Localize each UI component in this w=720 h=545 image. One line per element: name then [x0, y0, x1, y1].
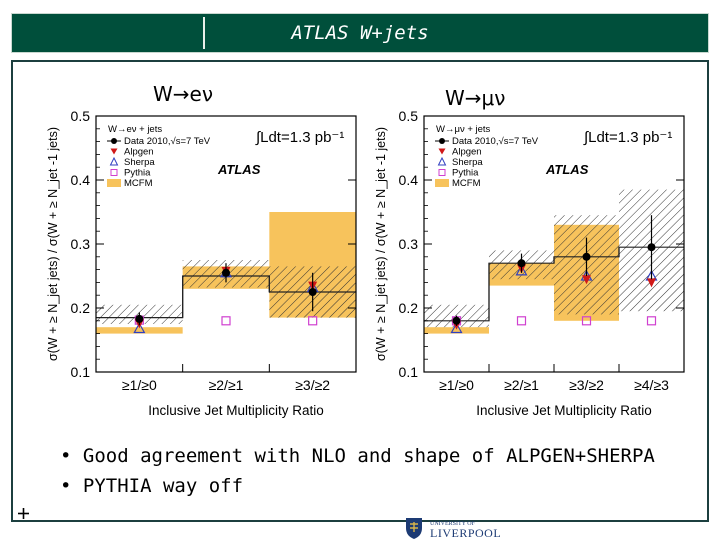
sherpa-marker	[450, 322, 463, 334]
corner-cross-icon	[18, 508, 29, 519]
pythia-marker	[308, 316, 318, 326]
legend-label: Sherpa	[452, 157, 483, 168]
y-tick-label: 0.1	[399, 364, 419, 380]
legend-sherpa-swatch	[109, 156, 119, 166]
data-marker	[308, 288, 317, 296]
luminosity-label: ∫Ldt=1.3 pb⁻¹	[583, 129, 672, 146]
data-marker	[222, 268, 230, 277]
bullet-item: • Good agreement with NLO and shape of A…	[60, 445, 655, 467]
y-tick-label: 0.1	[71, 364, 91, 380]
chart-electron: 0.1 0.2 0.3 0.4 0.5 ≥1/≥0 ≥2/≥1 ≥3/≥2 Inclusive …	[46, 108, 357, 418]
y-axis-label: σ(W + ≥ N_jet jets) / σ(W + ≥ N_jet -1 j…	[46, 127, 60, 361]
chart-title-muon: W→μν	[445, 86, 506, 110]
bullet-list: • Good agreement with NLO and shape of A…	[60, 441, 655, 501]
mcfm-band	[96, 327, 183, 334]
x-tick-label: ≥3/≥2	[569, 377, 604, 393]
mcfm-band	[424, 327, 489, 334]
logo-name: LIVERPOOL	[430, 526, 501, 540]
bullet-item: • PYTHIA way off	[60, 475, 244, 497]
x-tick-label: ≥3/≥2	[295, 377, 330, 393]
data-marker	[517, 259, 526, 268]
legend-label: Alpgen	[124, 147, 154, 158]
alpgen-marker	[582, 275, 591, 285]
data-marker	[135, 314, 144, 323]
legend-pythia-swatch	[110, 169, 118, 176]
data-marker	[647, 243, 656, 252]
chart-title-electron: W→eν	[153, 82, 214, 106]
legend-label: Pythia	[124, 168, 151, 179]
data-marker	[452, 316, 461, 325]
slide-title-bar: ATLAS W+jets	[11, 13, 709, 53]
x-axis-label: Inclusive Jet Multiplicity Ratio	[476, 403, 652, 418]
legend-label: Data 2010,√s=7 TeV	[452, 136, 539, 147]
y-tick-label: 0.2	[71, 300, 91, 316]
sherpa-marker	[515, 264, 528, 276]
data-marker	[582, 252, 591, 261]
alpgen-marker	[647, 278, 656, 288]
title-divider	[203, 17, 205, 49]
chart-muon: 0.1 0.2 0.3 0.4 0.5 ≥1/≥0 ≥2/≥1 ≥3/≥2 ≥4/≥3 Inclu…	[374, 108, 685, 418]
legend-mcfm-swatch	[107, 179, 121, 187]
legend-header: W→μν + jets	[436, 124, 491, 135]
pythia-marker	[581, 316, 592, 326]
experiment-label: ATLAS	[217, 162, 261, 177]
x-tick-label: ≥2/≥1	[209, 377, 244, 393]
legend-label: MCFM	[452, 178, 481, 189]
legend-label: Alpgen	[452, 147, 482, 158]
logo-text: UNIVERSITY OF	[430, 521, 476, 527]
y-tick-label: 0.4	[399, 172, 419, 188]
legend-label: Data 2010,√s=7 TeV	[124, 136, 211, 147]
experiment-label: ATLAS	[545, 162, 589, 177]
legend-alpgen-swatch	[438, 148, 446, 155]
x-tick-label: ≥1/≥0	[122, 377, 157, 393]
sherpa-marker	[133, 322, 146, 334]
pythia-marker	[516, 316, 527, 326]
luminosity-label: ∫Ldt=1.3 pb⁻¹	[255, 129, 344, 146]
x-tick-label: ≥4/≥3	[634, 377, 669, 393]
y-tick-label: 0.2	[399, 300, 419, 316]
pythia-marker	[646, 316, 657, 326]
legend-sherpa-swatch	[437, 156, 447, 166]
university-logo: UNIVERSITY OF LIVERPOOL	[404, 516, 524, 540]
legend-label: Sherpa	[124, 157, 155, 168]
legend-label: Pythia	[452, 168, 479, 179]
legend-header: W→eν + jets	[108, 124, 162, 135]
legend-label: MCFM	[124, 178, 153, 189]
legend-pythia-swatch	[438, 169, 446, 176]
y-axis-label: σ(W + ≥ N_jet jets) / σ(W + ≥ N_jet -1 j…	[374, 127, 388, 361]
shield-icon: UNIVERSITY OF LIVERPOOL	[406, 518, 501, 540]
x-axis-label: Inclusive Jet Multiplicity Ratio	[148, 403, 324, 418]
y-tick-label: 0.3	[399, 236, 419, 252]
legend-alpgen-swatch	[110, 148, 118, 155]
x-tick-label: ≥1/≥0	[439, 377, 474, 393]
y-tick-label: 0.3	[71, 236, 91, 252]
y-tick-label: 0.5	[399, 108, 419, 124]
legend-mcfm-swatch	[435, 179, 449, 187]
pythia-marker	[221, 316, 231, 326]
y-tick-label: 0.4	[71, 172, 91, 188]
content-frame	[11, 60, 709, 522]
x-tick-label: ≥2/≥1	[504, 377, 539, 393]
y-tick-label: 0.5	[71, 108, 91, 124]
slide-title: ATLAS W+jets	[291, 22, 429, 44]
